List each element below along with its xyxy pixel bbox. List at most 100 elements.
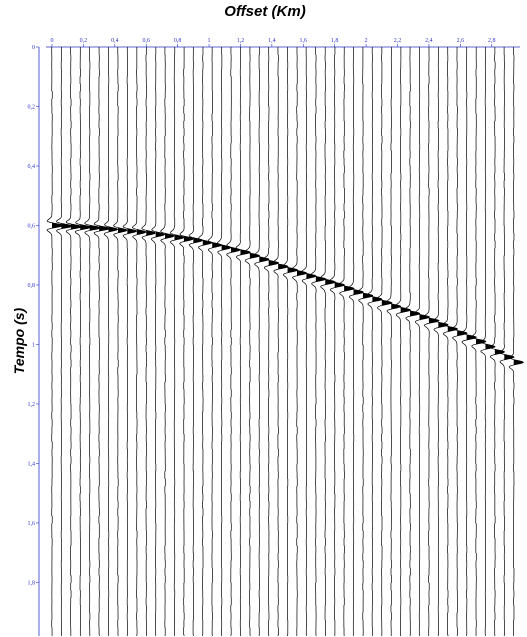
x-tick-label: 0,4: [111, 38, 119, 44]
trace-fill: [494, 337, 505, 367]
trace: [132, 47, 147, 636]
trace: [367, 47, 383, 636]
trace: [235, 47, 251, 636]
x-tick-label: 2,4: [425, 38, 433, 44]
trace: [244, 47, 260, 636]
trace-fill: [306, 261, 317, 291]
trace-fill: [165, 221, 175, 251]
x-tick-label: 0,6: [142, 38, 150, 44]
trace: [179, 47, 195, 636]
x-tick-label: 1,8: [331, 38, 339, 44]
trace: [301, 47, 317, 636]
trace: [348, 47, 364, 636]
x-tick-label: 2,2: [394, 38, 402, 44]
trace: [395, 47, 411, 636]
y-tick-label: 1,2: [28, 402, 36, 408]
trace: [122, 47, 137, 636]
trace: [74, 47, 92, 636]
trace: [46, 47, 64, 636]
trace: [386, 47, 402, 636]
trace-fill: [419, 302, 430, 332]
trace: [480, 47, 496, 636]
x-tick-label: 2,6: [457, 38, 465, 44]
trace: [329, 47, 346, 636]
trace: [226, 47, 241, 636]
trace-fill: [249, 240, 260, 271]
trace-fill: [278, 251, 289, 282]
x-tick-label: 0,8: [174, 38, 182, 44]
trace: [56, 47, 74, 636]
trace-fill: [400, 295, 411, 325]
trace: [65, 47, 83, 636]
trace: [141, 47, 156, 636]
trace-fill: [362, 280, 373, 311]
trace: [489, 47, 506, 636]
trace-fill: [212, 230, 222, 260]
trace: [150, 47, 166, 636]
x-tick-label: 1,6: [300, 38, 308, 44]
trace: [113, 47, 128, 636]
y-tick-label: 1,4: [28, 461, 36, 467]
trace: [291, 47, 308, 636]
y-tick-label: 0,6: [28, 223, 36, 229]
trace-fill: [353, 277, 364, 307]
trace-fill: [127, 216, 137, 247]
trace: [160, 47, 175, 636]
y-tick-label: 1,8: [28, 580, 36, 586]
trace-fill: [296, 258, 307, 288]
trace-fill: [155, 219, 165, 250]
trace-fill: [240, 237, 251, 268]
x-tick-label: 0: [51, 38, 54, 44]
trace-fill: [410, 298, 420, 329]
trace: [339, 47, 355, 636]
trace-fill: [372, 284, 383, 315]
trace-fill: [334, 270, 345, 300]
y-tick-label: 0: [32, 45, 35, 51]
trace-fill: [80, 212, 92, 243]
trace: [499, 47, 515, 636]
trace-fill: [193, 225, 203, 256]
x-tick-label: 2,8: [488, 38, 496, 44]
trace: [84, 47, 102, 636]
y-tick-label: 0,4: [28, 164, 36, 170]
trace: [254, 47, 270, 636]
trace-fill: [325, 267, 336, 297]
trace: [377, 47, 393, 636]
trace-fill: [259, 244, 270, 275]
trace: [217, 47, 232, 636]
trace: [433, 47, 449, 636]
trace-fill: [117, 215, 128, 246]
trace-fill: [202, 227, 213, 258]
trace-fill: [52, 210, 63, 241]
trace-fill: [391, 291, 402, 322]
y-tick-label: 1: [32, 342, 35, 348]
chart-title: Offset (Km): [224, 3, 306, 20]
trace: [310, 47, 327, 636]
trace: [405, 47, 421, 636]
trace-fill: [221, 232, 231, 263]
trace: [423, 47, 440, 636]
trace-fill: [231, 235, 241, 265]
trace-fill: [476, 326, 486, 357]
trace-fill: [174, 222, 184, 253]
trace-fill: [99, 213, 111, 244]
trace: [282, 47, 299, 636]
trace: [358, 47, 374, 636]
x-tick-label: 1,4: [268, 38, 276, 44]
trace: [263, 47, 280, 636]
trace-fill: [268, 248, 279, 278]
trace-fill: [183, 224, 194, 254]
trace: [508, 47, 525, 636]
trace-fill: [513, 347, 524, 378]
trace: [93, 47, 111, 636]
trace: [452, 47, 468, 636]
trace-fill: [61, 211, 73, 241]
trace-fill: [108, 214, 118, 245]
trace: [207, 47, 223, 636]
trace: [414, 47, 431, 636]
trace: [169, 47, 185, 636]
trace: [198, 47, 213, 636]
trace: [461, 47, 477, 636]
